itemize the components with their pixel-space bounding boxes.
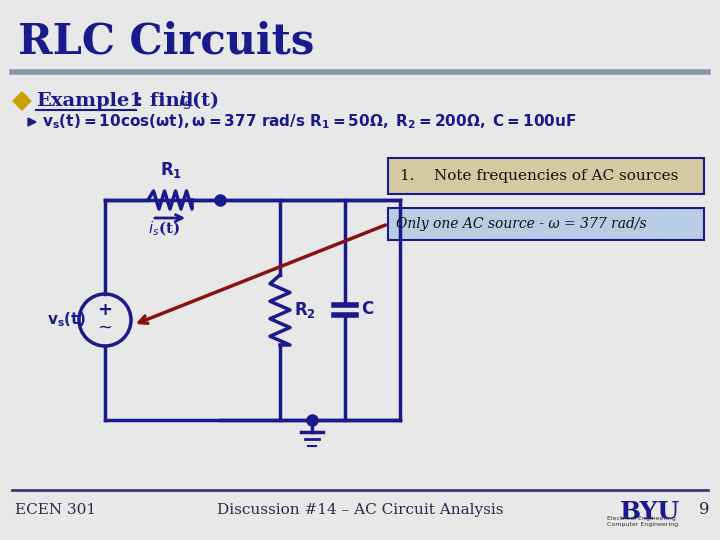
Text: $\mathbf{R_1}$: $\mathbf{R_1}$ [160, 160, 182, 180]
Text: Discussion #14 – AC Circuit Analysis: Discussion #14 – AC Circuit Analysis [217, 503, 503, 517]
Text: Only one AC source - ω = 377 rad/s: Only one AC source - ω = 377 rad/s [396, 217, 647, 231]
Text: ~: ~ [97, 319, 112, 337]
Text: $\mathbf{v_s(t)}$: $\mathbf{v_s(t)}$ [47, 310, 86, 329]
Text: 9: 9 [700, 502, 710, 518]
Text: $\mathbf{C}$: $\mathbf{C}$ [361, 301, 374, 319]
Polygon shape [13, 92, 31, 110]
FancyBboxPatch shape [388, 158, 704, 194]
Text: BYU: BYU [620, 500, 680, 524]
Text: $\mathbf{R_2}$: $\mathbf{R_2}$ [294, 300, 316, 320]
Text: 1.    Note frequencies of AC sources: 1. Note frequencies of AC sources [400, 169, 678, 183]
Text: ECEN 301: ECEN 301 [15, 503, 96, 517]
Text: $\mathit{i_s}$(t): $\mathit{i_s}$(t) [148, 220, 180, 238]
Text: $\mathbf{v_s}$$\mathbf{(t) = 10cos(\omega t), \omega = 377\ rad/s\ R_1 = 50\Omeg: $\mathbf{v_s}$$\mathbf{(t) = 10cos(\omeg… [42, 113, 577, 131]
Text: Example1: Example1 [36, 92, 143, 110]
Text: : find: : find [136, 92, 200, 110]
Text: $\overline{\quad}$: $\overline{\quad}$ [154, 218, 158, 222]
Text: $\mathit{i_s}$(t): $\mathit{i_s}$(t) [178, 90, 219, 112]
Text: RLC Circuits: RLC Circuits [18, 21, 315, 63]
FancyBboxPatch shape [388, 208, 704, 240]
Text: +: + [97, 301, 112, 319]
Text: Electrical Engineering
Computer Engineering: Electrical Engineering Computer Engineer… [607, 516, 678, 527]
Polygon shape [28, 118, 36, 126]
